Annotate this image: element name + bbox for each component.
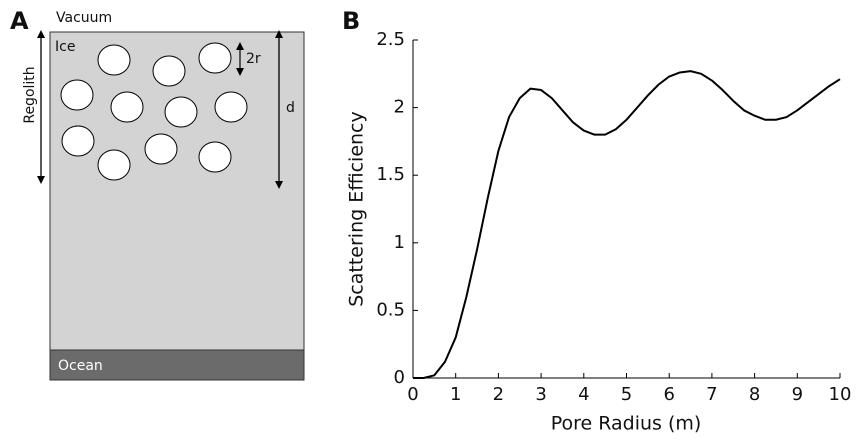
ocean-layer xyxy=(49,349,305,381)
x-tick-label: 9 xyxy=(792,384,803,405)
y-axis-label: Scattering Efficiency xyxy=(346,111,368,307)
x-tick-label: 4 xyxy=(578,384,589,405)
x-tick-label: 8 xyxy=(749,384,760,405)
x-tick-label: 7 xyxy=(706,384,717,405)
y-tick-label: 0 xyxy=(394,367,405,388)
x-tick-label: 6 xyxy=(663,384,674,405)
x-tick-label: 0 xyxy=(407,384,418,405)
pores xyxy=(60,42,248,181)
vacuum-label: Vacuum xyxy=(56,10,112,26)
x-tick-label: 5 xyxy=(621,384,632,405)
y-tick-label: 1.5 xyxy=(376,164,405,185)
y-tick-label: 2 xyxy=(394,97,405,118)
x-tick-label: 1 xyxy=(450,384,461,405)
x-tick-label: 10 xyxy=(829,384,852,405)
diameter-label: 2r xyxy=(246,51,261,67)
y-tick-label: 2.5 xyxy=(376,29,405,50)
panel-label: B xyxy=(342,7,360,35)
y-tick-label: 1 xyxy=(394,232,405,253)
line-series xyxy=(413,70,841,379)
ocean-label: Ocean xyxy=(58,358,103,374)
depth-label: d xyxy=(286,100,295,116)
panel-label: A xyxy=(10,7,29,35)
regolith-label: Regolith xyxy=(22,66,38,123)
x-tick-label: 2 xyxy=(493,384,504,405)
ice-label: Ice xyxy=(55,39,75,55)
x-axis-label: Pore Radius (m) xyxy=(551,413,702,435)
x-tick-label: 3 xyxy=(535,384,546,405)
y-tick-label: 0.5 xyxy=(376,299,405,320)
ice-layer xyxy=(49,31,305,351)
